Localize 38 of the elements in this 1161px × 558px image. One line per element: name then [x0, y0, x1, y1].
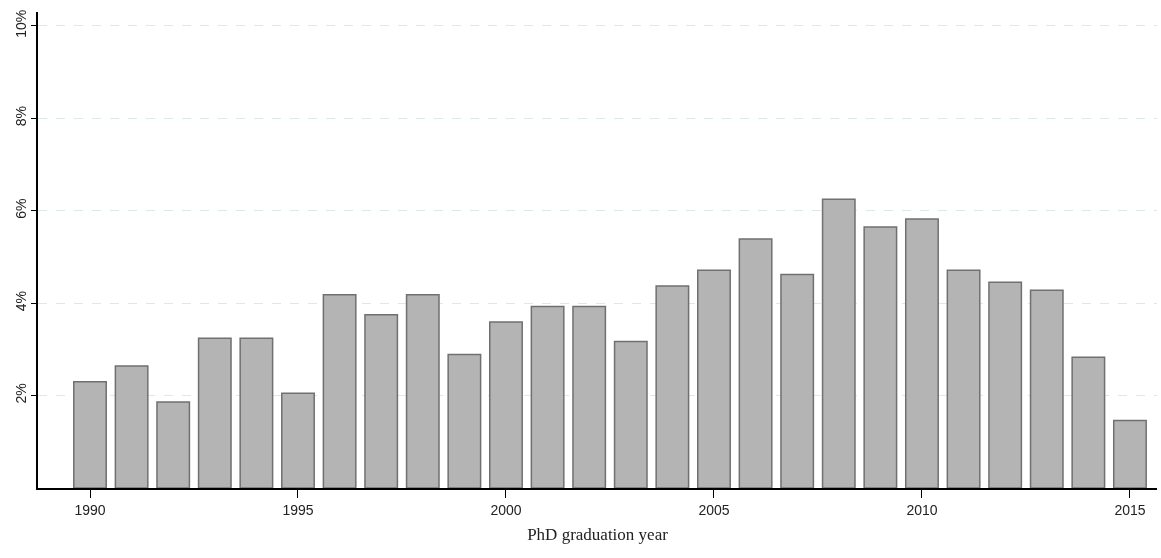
y-tick-label: 4%: [12, 290, 29, 312]
bar: [1071, 356, 1106, 488]
x-axis-title: PhD graduation year: [527, 525, 669, 545]
bar: [114, 365, 149, 488]
x-tick-label: 2000: [490, 501, 522, 518]
x-tick-label: 2010: [906, 501, 938, 518]
bar: [489, 321, 523, 488]
y-tick-label: 6%: [12, 198, 29, 219]
bar: [655, 285, 690, 488]
y-tick-label: 8%: [12, 106, 29, 127]
bar: [988, 281, 1023, 488]
x-tick-label: 2005: [698, 501, 730, 518]
bar: [1029, 289, 1064, 488]
bar: [73, 380, 107, 488]
bar: [322, 294, 357, 488]
bar: [697, 269, 731, 488]
bar: [613, 340, 648, 488]
bar: [780, 273, 815, 488]
y-tick-label: 10%: [12, 9, 29, 38]
x-tick-label: 1990: [74, 501, 106, 518]
y-tick-label: 2%: [12, 383, 29, 404]
bar: [530, 305, 565, 488]
bar: [239, 337, 274, 488]
bar: [863, 226, 898, 488]
bar: [447, 353, 482, 488]
bar: [946, 269, 981, 488]
bar: [197, 337, 232, 488]
bar: [156, 401, 191, 488]
bar: [281, 392, 315, 488]
x-tick-label: 1995: [282, 501, 314, 518]
x-tick-label: 2015: [1114, 501, 1146, 518]
bar: [572, 305, 607, 488]
bar: [364, 313, 399, 488]
bar: [821, 198, 856, 488]
bar: [405, 294, 440, 488]
bar: [738, 238, 773, 488]
bar: [904, 218, 939, 488]
bar: [1112, 419, 1147, 488]
